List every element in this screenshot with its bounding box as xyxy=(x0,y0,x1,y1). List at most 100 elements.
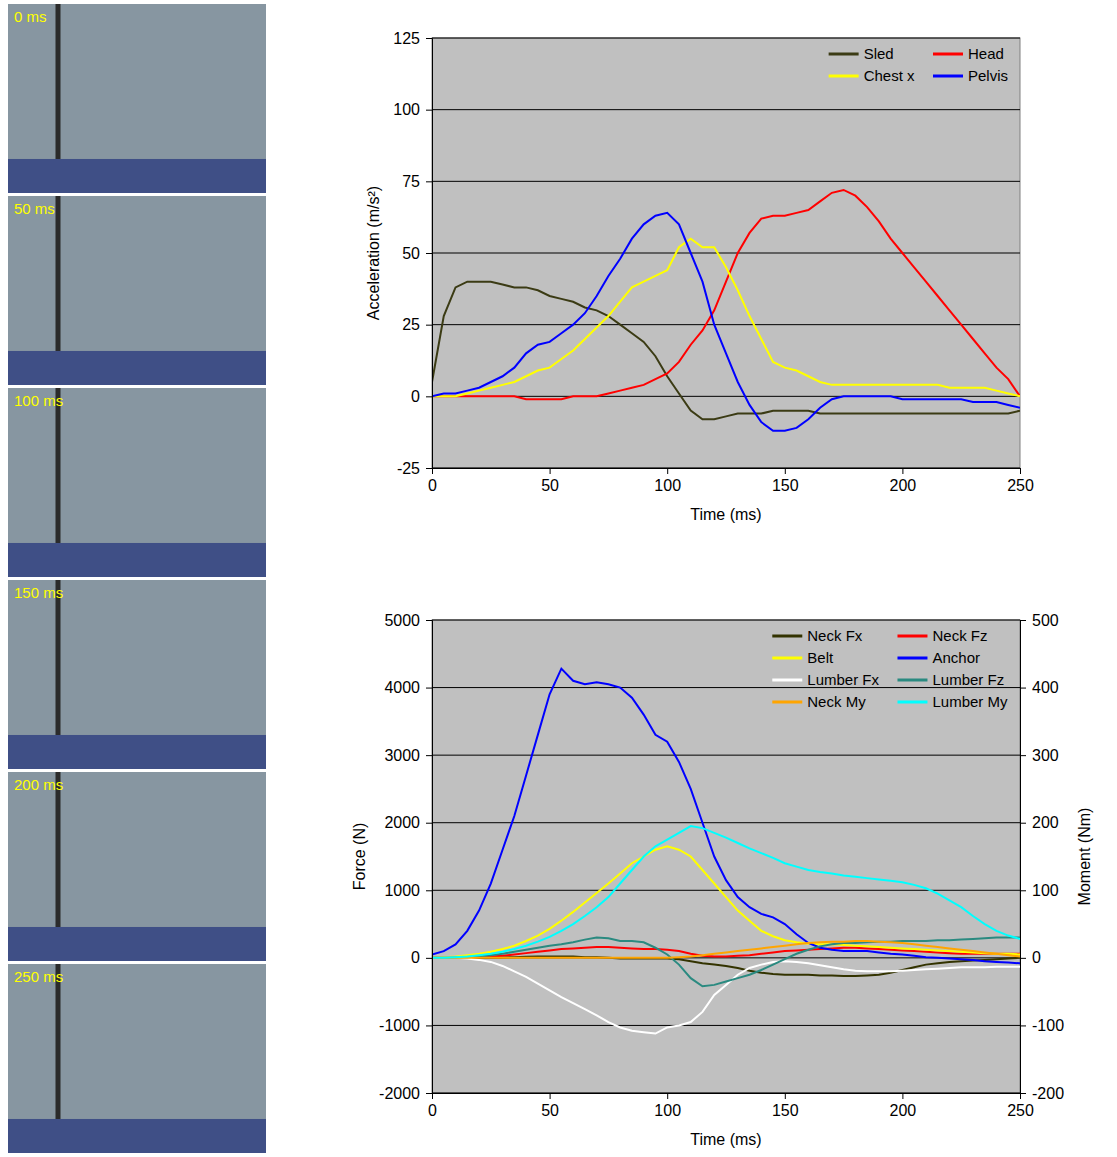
tick-label: 250 xyxy=(1007,1102,1034,1119)
photo-floor xyxy=(8,351,266,385)
tick-label: -25 xyxy=(397,460,420,477)
tick-label: -100 xyxy=(1032,1017,1064,1034)
legend-item: Lumber Fx xyxy=(772,671,879,688)
tick-mark xyxy=(426,38,432,39)
legend-swatch xyxy=(772,657,802,660)
x-axis: 050100150200250 xyxy=(428,1093,1034,1119)
grid-line xyxy=(432,755,1020,756)
tick-label: 1000 xyxy=(384,882,420,899)
tick-label: 100 xyxy=(1032,882,1059,899)
series-line xyxy=(432,213,1020,431)
tick-label: 50 xyxy=(541,1102,559,1119)
grid-line xyxy=(432,1025,1020,1026)
tick-label: 125 xyxy=(393,30,420,47)
legend-label: Belt xyxy=(807,649,834,666)
tick: 100 xyxy=(393,101,432,118)
axis-line xyxy=(433,1094,1021,1100)
legend-item: Belt xyxy=(772,649,834,666)
y2-axis: -200-1000100200300400500 xyxy=(1020,612,1064,1102)
grid-line xyxy=(432,396,1020,397)
legend: Neck FxNeck FzBeltAnchorLumber FxLumber … xyxy=(772,627,1008,710)
legend-swatch xyxy=(933,75,963,78)
photo-floor xyxy=(8,735,266,769)
legend-swatch xyxy=(933,53,963,56)
photo-frame: 150 ms xyxy=(8,580,266,769)
photo-post xyxy=(56,772,61,927)
tick-label: -200 xyxy=(1032,1085,1064,1102)
legend-label: Neck Fz xyxy=(932,627,987,644)
tick: -25 xyxy=(397,460,432,477)
legend-swatch xyxy=(829,53,859,56)
legend-label: Chest x xyxy=(864,67,915,84)
photo-frame: 100 ms xyxy=(8,388,266,577)
series-line xyxy=(432,941,1020,958)
tick: 50 xyxy=(541,468,559,494)
legend-item: Pelvis xyxy=(933,67,1008,84)
plot-lines xyxy=(432,669,1020,1034)
tick-mark xyxy=(426,620,432,621)
tick: 200 xyxy=(890,1093,917,1119)
photo-label: 250 ms xyxy=(14,968,63,985)
y-axis: -250255075100125 xyxy=(393,30,432,477)
tick-mark xyxy=(426,890,432,891)
tick-mark xyxy=(426,958,432,959)
y-axis-title: Force (N) xyxy=(351,823,368,891)
photo-post xyxy=(56,964,61,1119)
axis-line xyxy=(433,469,1021,475)
y-axis-title: Acceleration (m/s²) xyxy=(365,186,382,320)
x-axis-title: Time (ms) xyxy=(690,1131,761,1148)
tick-mark xyxy=(785,1093,786,1099)
tick-mark xyxy=(426,325,432,326)
tick-label: 250 xyxy=(1007,477,1034,494)
tick-label: 100 xyxy=(654,1102,681,1119)
tick: 0 xyxy=(411,388,432,405)
legend-label: Lumber My xyxy=(932,693,1008,710)
grid-line xyxy=(432,253,1020,254)
tick: 200 xyxy=(890,468,917,494)
tick: 50 xyxy=(541,1093,559,1119)
tick-mark xyxy=(426,181,432,182)
legend-label: Pelvis xyxy=(968,67,1008,84)
legend-swatch xyxy=(897,679,927,682)
tick: 25 xyxy=(402,316,432,333)
tick-mark xyxy=(550,1093,551,1099)
photo-label: 100 ms xyxy=(14,392,63,409)
tick-label: 75 xyxy=(402,173,420,190)
plot-background xyxy=(432,620,1020,1093)
legend-label: Lumber Fx xyxy=(807,671,879,688)
legend-swatch xyxy=(772,635,802,638)
photo-label: 50 ms xyxy=(14,200,55,217)
tick-mark xyxy=(1020,688,1026,689)
tick-mark xyxy=(667,468,668,474)
tick: 400 xyxy=(1020,679,1059,696)
tick-label: 0 xyxy=(428,477,437,494)
legend-label: Anchor xyxy=(932,649,980,666)
legend-label: Lumber Fz xyxy=(932,671,1004,688)
x-axis-title: Time (ms) xyxy=(690,506,761,523)
legend-label: Neck My xyxy=(807,693,866,710)
tick-label: 0 xyxy=(428,1102,437,1119)
tick-mark xyxy=(550,468,551,474)
legend-swatch xyxy=(897,635,927,638)
tick-label: 200 xyxy=(890,1102,917,1119)
tick: 200 xyxy=(1020,814,1059,831)
photo-post xyxy=(56,4,61,159)
photo-post xyxy=(56,580,61,735)
tick-label: 150 xyxy=(772,477,799,494)
tick-label: 200 xyxy=(1032,814,1059,831)
series-line xyxy=(432,958,1020,1034)
photo-frame: 50 ms xyxy=(8,196,266,385)
photo-floor xyxy=(8,1119,266,1153)
photo-frame: 250 ms xyxy=(8,964,266,1153)
tick: -200 xyxy=(1020,1085,1064,1102)
photo-label: 200 ms xyxy=(14,776,63,793)
tick-mark xyxy=(902,468,903,474)
y2-axis-title: Moment (Nm) xyxy=(1076,808,1093,906)
grid-line xyxy=(432,620,1020,621)
grid-line xyxy=(432,109,1020,110)
tick-label: 0 xyxy=(411,388,420,405)
legend: SledHeadChest xPelvis xyxy=(829,45,1008,84)
tick-mark xyxy=(1020,755,1026,756)
legend-swatch xyxy=(829,75,859,78)
tick-mark xyxy=(785,468,786,474)
